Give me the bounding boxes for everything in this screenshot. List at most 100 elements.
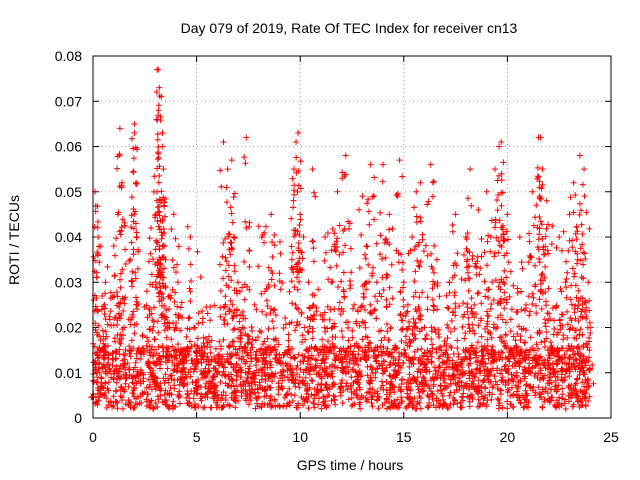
noise-point [533, 310, 540, 317]
data-point-cluster [362, 324, 369, 331]
data-point-cluster [94, 355, 101, 362]
y-axis-label: ROTI / TECUs [6, 195, 22, 285]
noise-point [198, 391, 205, 398]
noise-point [455, 350, 462, 357]
noise-point [446, 289, 453, 296]
noise-point [261, 371, 268, 378]
noise-point [490, 358, 497, 365]
noise-point [478, 383, 485, 390]
noise-point [433, 346, 440, 353]
noise-point [510, 282, 517, 289]
noise-point [468, 369, 475, 376]
data-point-cluster [299, 255, 306, 262]
noise-point [327, 373, 334, 380]
noise-point [293, 404, 300, 411]
data-point-cluster [116, 339, 123, 346]
data-point-cluster [252, 354, 259, 361]
data-point-cluster [309, 238, 316, 245]
data-point-cluster [577, 313, 584, 320]
data-point-cluster [97, 243, 104, 250]
noise-point [572, 327, 579, 334]
data-point-cluster [504, 236, 511, 243]
x-axis-label: GPS time / hours [297, 457, 404, 473]
data-point-cluster [333, 262, 340, 269]
noise-point [191, 400, 198, 407]
data-point [293, 138, 300, 145]
noise-point [193, 347, 200, 354]
noise-point [321, 343, 328, 350]
noise-point [489, 343, 496, 350]
data-point-cluster [336, 299, 343, 306]
data-point-cluster [321, 324, 328, 331]
noise-point [497, 370, 504, 377]
data-point-cluster [571, 273, 578, 280]
data-point [566, 211, 573, 218]
noise-point [442, 350, 449, 357]
noise-point [177, 304, 184, 311]
data-point-cluster [116, 276, 123, 283]
data-point-cluster [117, 315, 124, 322]
noise-point [466, 375, 473, 382]
data-point-cluster [474, 290, 481, 297]
noise-point [246, 363, 253, 370]
data-point-cluster [187, 298, 194, 305]
data-point-cluster [134, 305, 141, 312]
data-point [467, 166, 474, 173]
data-point-cluster [158, 291, 165, 298]
noise-point [131, 404, 138, 411]
data-point-cluster [306, 323, 313, 330]
data-point-cluster [415, 262, 422, 269]
noise-point [226, 375, 233, 382]
data-point-cluster [495, 249, 502, 256]
noise-point [447, 400, 454, 407]
data-point-cluster [369, 193, 376, 200]
data-point-cluster [228, 245, 235, 252]
noise-point [285, 343, 292, 350]
data-point-cluster [553, 302, 560, 309]
noise-point [246, 336, 253, 343]
noise-point [377, 343, 384, 350]
data-point [247, 347, 254, 354]
noise-point [454, 359, 461, 366]
noise-point [501, 363, 508, 370]
noise-point [510, 391, 517, 398]
noise-point [194, 358, 201, 365]
data-point-cluster [567, 315, 574, 322]
noise-point [395, 363, 402, 370]
data-point-cluster [526, 312, 533, 319]
data-point-cluster [536, 213, 543, 220]
noise-point [248, 341, 255, 348]
noise-point [559, 385, 566, 392]
noise-point [244, 352, 251, 359]
noise-point [475, 322, 482, 329]
noise-point [102, 328, 109, 335]
noise-point [466, 350, 473, 357]
noise-point [466, 403, 473, 410]
noise-point [398, 338, 405, 345]
noise-point [505, 259, 512, 266]
data-point-cluster [488, 217, 495, 224]
data-point-cluster [107, 289, 114, 296]
data-point-cluster [580, 261, 587, 268]
data-point-cluster [498, 295, 505, 302]
data-point-cluster [349, 334, 356, 341]
data-point-cluster [218, 183, 225, 190]
noise-point [375, 393, 382, 400]
noise-point [256, 328, 263, 335]
data-point-cluster [478, 253, 485, 260]
data-point-cluster [368, 272, 375, 279]
noise-point [558, 247, 565, 254]
noise-point [194, 342, 201, 349]
noise-point [305, 393, 312, 400]
data-point-cluster [120, 332, 127, 339]
noise-point [122, 401, 129, 408]
data-point-cluster [485, 294, 492, 301]
noise-point [428, 388, 435, 395]
data-point-cluster [149, 281, 156, 288]
noise-point [119, 405, 126, 412]
noise-point [495, 405, 502, 412]
data-point-cluster [532, 262, 539, 269]
noise-point [517, 349, 524, 356]
data-point-cluster [289, 249, 296, 256]
data-point-cluster [130, 155, 137, 162]
